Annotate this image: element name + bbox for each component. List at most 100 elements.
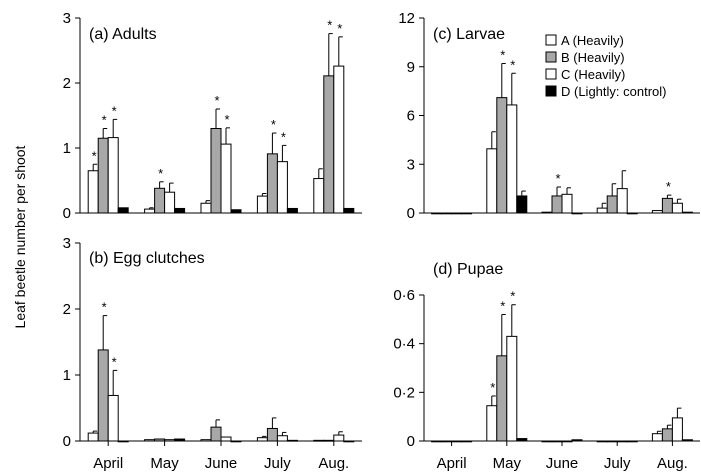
x-tick-label: July [604, 455, 631, 472]
significance-star: * [500, 48, 505, 63]
bar [323, 75, 335, 214]
bar [671, 417, 683, 442]
y-tick-label: 2 [63, 75, 71, 92]
panel-1: 0 1 2 3 (a) Adults * * * * * * * * * * [63, 10, 362, 222]
y-tick-label: 0 [63, 205, 71, 222]
significance-star: * [490, 380, 495, 395]
panel-title: (a) Adults [89, 26, 157, 43]
bar [571, 212, 583, 215]
y-tick-label: 9 [407, 59, 415, 76]
panel-title: (d) Pupae [433, 261, 503, 278]
bar [107, 137, 119, 214]
significance-star: * [500, 298, 505, 313]
bar [626, 440, 638, 443]
x-tick-label: July [264, 455, 291, 472]
significance-star: * [92, 148, 97, 163]
bar [154, 438, 166, 442]
x-tick-label: May [493, 455, 522, 472]
panel-title: (c) Larvae [433, 26, 505, 43]
y-tick-label: 0·2 [393, 384, 415, 401]
bar [616, 440, 628, 443]
bar [286, 439, 298, 442]
bar [97, 137, 109, 214]
bar [200, 202, 212, 214]
bar [516, 438, 528, 442]
bar [144, 208, 156, 214]
significance-star: * [555, 171, 560, 186]
significance-star: * [158, 166, 163, 181]
bar [661, 428, 673, 442]
y-tick-label: 1 [63, 140, 71, 157]
bar [681, 439, 693, 442]
bar [117, 440, 129, 443]
x-tick-label: April [93, 455, 123, 472]
bar [333, 65, 345, 214]
y-tick-label: 2 [63, 301, 71, 318]
bar [276, 161, 288, 214]
bar [596, 440, 608, 443]
bar [681, 211, 693, 214]
bar [541, 440, 553, 443]
bar [606, 195, 618, 214]
bar [661, 197, 673, 214]
bar [451, 440, 463, 443]
y-axis-label: Leaf beetle number per shoot [12, 145, 28, 328]
bar [87, 170, 99, 214]
bar [200, 439, 212, 442]
bar [164, 191, 176, 214]
bar [461, 440, 473, 443]
bar [561, 193, 573, 214]
bar [266, 427, 278, 442]
bar [313, 439, 325, 442]
bar [343, 207, 355, 214]
significance-star: * [510, 289, 515, 304]
bar [343, 440, 355, 443]
legend: A (Heavily) B (Heavily) C (Heavily) D (Ligh… [545, 33, 666, 99]
significance-star: * [102, 113, 107, 128]
bar [506, 335, 518, 442]
bar [210, 426, 222, 442]
legend-label: A (Heavily) [561, 33, 624, 48]
bar [496, 355, 508, 442]
bar [651, 433, 663, 442]
bar [256, 195, 268, 214]
legend-swatch [545, 85, 557, 97]
legend-swatch [545, 34, 557, 46]
significance-star: * [281, 129, 286, 144]
panel-4: 0 0·2 0·4 0·6 (d) Pupae April May * * * June July Au… [393, 261, 700, 472]
bar [286, 207, 298, 214]
bar [333, 434, 345, 442]
bar [313, 178, 325, 214]
bar [486, 405, 498, 442]
y-tick-label: 0·6 [393, 287, 415, 304]
bar [174, 438, 186, 442]
bar [144, 439, 156, 442]
y-tick-label: 3 [407, 156, 415, 173]
y-tick-label: 1 [63, 367, 71, 384]
bar [551, 195, 563, 214]
legend-label: D (Lightly: control) [561, 84, 666, 99]
legend-label: B (Heavily) [561, 50, 625, 65]
significance-star: * [214, 93, 219, 108]
bar [276, 435, 288, 442]
x-tick-label: June [546, 455, 579, 472]
x-tick-label: Aug. [318, 455, 349, 472]
significance-star: * [102, 300, 107, 315]
y-tick-label: 3 [63, 235, 71, 252]
bar [117, 207, 129, 214]
bar [506, 104, 518, 214]
bar [220, 143, 232, 214]
legend-label: C (Heavily) [561, 67, 625, 82]
bar [220, 436, 232, 442]
significance-star: * [112, 354, 117, 369]
bar [596, 207, 608, 214]
bar [210, 128, 222, 214]
significance-star: * [327, 18, 332, 33]
y-tick-label: 0·4 [393, 336, 415, 353]
bar [551, 440, 563, 443]
bar [461, 212, 473, 215]
bar [154, 187, 166, 214]
bar [87, 432, 99, 442]
